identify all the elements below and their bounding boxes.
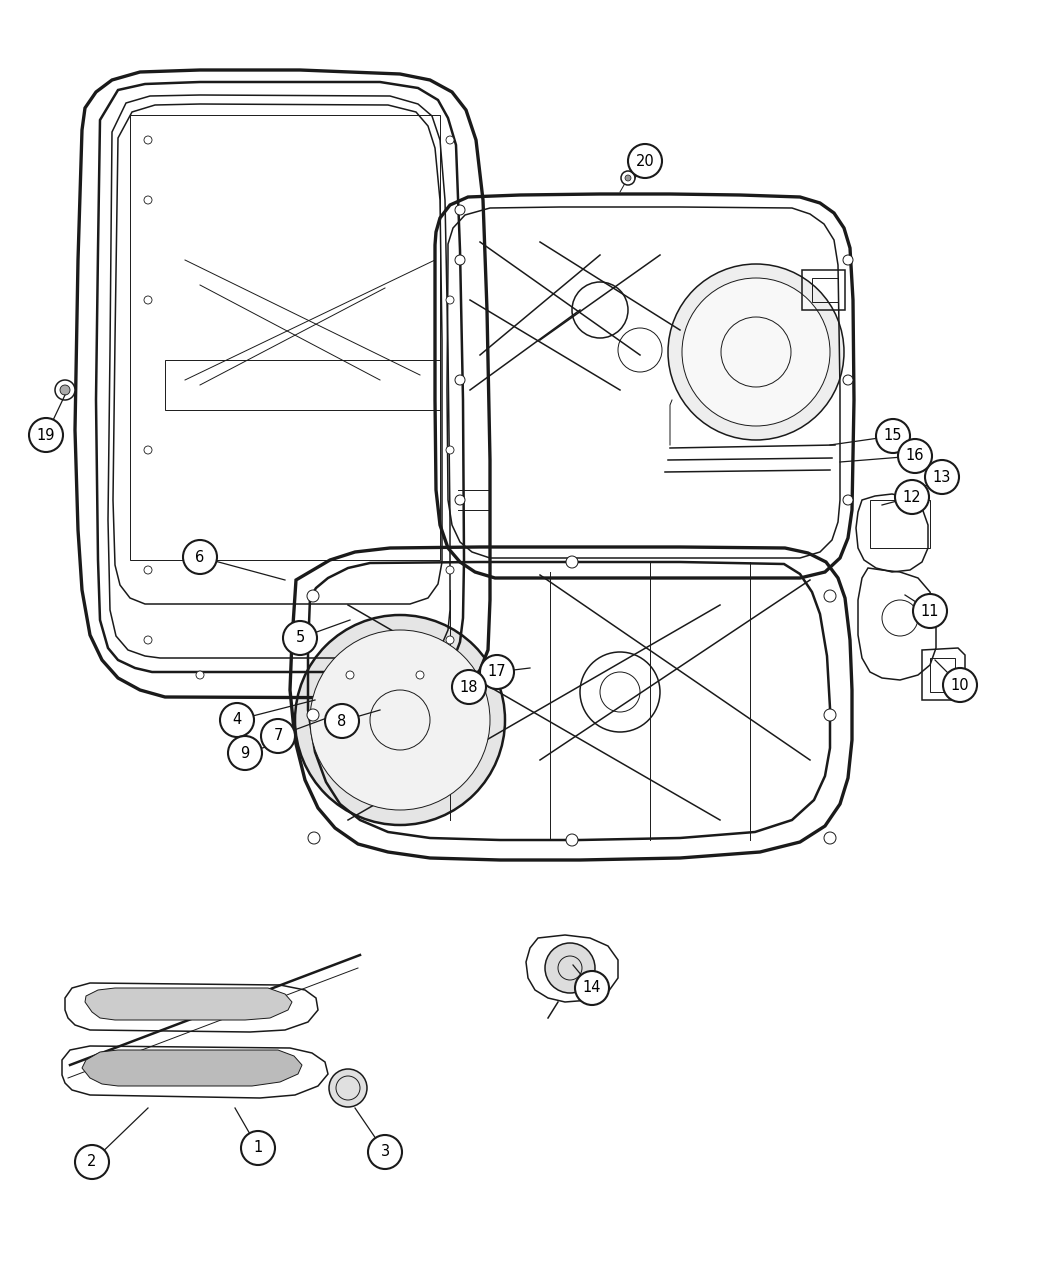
Circle shape — [824, 833, 836, 844]
Text: 9: 9 — [240, 746, 250, 760]
Circle shape — [446, 136, 454, 144]
Circle shape — [455, 495, 465, 505]
Circle shape — [480, 655, 514, 688]
Circle shape — [220, 703, 254, 737]
Circle shape — [668, 264, 844, 440]
Circle shape — [144, 566, 152, 574]
Text: 5: 5 — [295, 631, 304, 645]
Circle shape — [144, 446, 152, 454]
Text: 14: 14 — [583, 980, 602, 996]
Circle shape — [446, 566, 454, 574]
Circle shape — [144, 636, 152, 644]
Circle shape — [308, 833, 320, 844]
Circle shape — [295, 615, 505, 825]
Circle shape — [545, 944, 595, 993]
Text: 10: 10 — [950, 677, 969, 692]
Circle shape — [895, 479, 929, 514]
Text: 1: 1 — [253, 1141, 262, 1155]
Circle shape — [621, 171, 635, 185]
Circle shape — [75, 1145, 109, 1179]
Circle shape — [876, 419, 910, 453]
Circle shape — [455, 205, 465, 215]
Circle shape — [284, 621, 317, 655]
Circle shape — [55, 380, 75, 400]
Circle shape — [307, 590, 319, 602]
Circle shape — [144, 136, 152, 144]
Text: 3: 3 — [380, 1145, 390, 1159]
Circle shape — [329, 1068, 367, 1107]
Circle shape — [446, 446, 454, 454]
Text: 6: 6 — [195, 550, 205, 565]
Text: 12: 12 — [903, 490, 921, 505]
Circle shape — [824, 709, 836, 720]
Text: 8: 8 — [337, 714, 346, 728]
Circle shape — [368, 1135, 402, 1169]
Circle shape — [843, 255, 853, 265]
Circle shape — [682, 278, 830, 426]
Circle shape — [455, 375, 465, 385]
Circle shape — [843, 375, 853, 385]
Circle shape — [824, 590, 836, 602]
Circle shape — [307, 709, 319, 720]
Circle shape — [144, 296, 152, 303]
Text: 11: 11 — [921, 603, 940, 618]
Circle shape — [925, 460, 959, 493]
Circle shape — [898, 439, 932, 473]
Circle shape — [326, 704, 359, 738]
Circle shape — [242, 1131, 275, 1165]
Circle shape — [310, 630, 490, 810]
Polygon shape — [82, 1051, 302, 1086]
Circle shape — [29, 418, 63, 453]
Text: 19: 19 — [37, 427, 56, 442]
Circle shape — [60, 385, 70, 395]
Circle shape — [452, 669, 486, 704]
Circle shape — [625, 175, 631, 181]
Circle shape — [914, 594, 947, 629]
Text: 2: 2 — [87, 1154, 97, 1169]
Circle shape — [183, 541, 217, 574]
Text: 17: 17 — [487, 664, 506, 680]
Circle shape — [566, 834, 578, 847]
Circle shape — [628, 144, 662, 179]
Text: 18: 18 — [460, 680, 478, 695]
Circle shape — [446, 636, 454, 644]
Circle shape — [943, 668, 976, 703]
Polygon shape — [85, 988, 292, 1020]
Circle shape — [261, 719, 295, 754]
Circle shape — [228, 736, 262, 770]
Circle shape — [196, 671, 204, 680]
Text: 7: 7 — [273, 728, 282, 743]
Circle shape — [416, 671, 424, 680]
Circle shape — [455, 255, 465, 265]
Circle shape — [575, 972, 609, 1005]
Text: 13: 13 — [932, 469, 951, 484]
Text: 20: 20 — [635, 153, 654, 168]
Text: 15: 15 — [884, 428, 902, 444]
Circle shape — [144, 196, 152, 204]
Circle shape — [346, 671, 354, 680]
Circle shape — [566, 556, 578, 567]
Circle shape — [446, 296, 454, 303]
Circle shape — [843, 495, 853, 505]
Text: 16: 16 — [906, 449, 924, 464]
Text: 4: 4 — [232, 713, 242, 728]
